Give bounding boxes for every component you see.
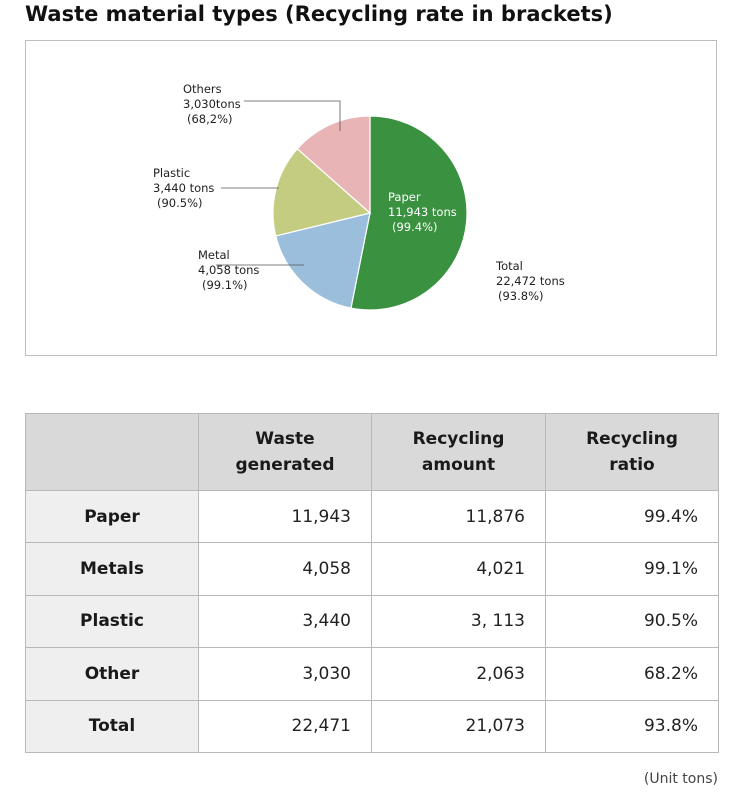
header-line: ratio [609,455,655,475]
pie-slice-metal [275,212,371,309]
leader-lines [216,100,341,266]
recycling-ratio-cell: 90.5% [545,594,719,649]
header-waste-generated: Waste generated [198,413,372,491]
row-label: Paper [25,489,199,544]
row-label: Metals [25,542,199,596]
total-label-line: Total [495,259,523,273]
slice-label-line: Others [183,82,222,96]
recycling-amount-cell: 4,021 [371,542,546,596]
header-line: Recycling [586,429,678,449]
recycling-amount-cell: 3, 113 [371,594,546,649]
slice-label-metal: Metal 4,058 tons (99.1%) [198,248,259,292]
slice-label-line: (68,2%) [187,112,233,126]
pie-slices [272,115,468,311]
slice-label-line: (99.1%) [202,278,248,292]
table-row: Total 22,471 21,073 93.8% [25,699,719,754]
recycling-ratio-cell: 99.4% [545,489,719,544]
slice-label-line: Plastic [153,166,190,180]
slice-label-paper: Paper 11,943 tons (99.4%) [388,190,457,234]
unit-note: (Unit tons) [643,771,718,787]
waste-generated-cell: 22,471 [198,699,372,754]
recycling-amount-cell: 21,073 [371,699,546,754]
pie-slice-plastic [272,147,372,237]
slice-label-line: Metal [198,248,230,262]
slice-label-others: Others 3,030tons (68,2%) [183,82,241,126]
total-label-line: (93.8%) [498,289,544,303]
slice-label-line: 4,058 tons [198,263,259,277]
slice-label-plastic: Plastic 3,440 tons (90.5%) [153,166,214,210]
header-recycling-ratio: Recycling ratio [545,413,719,491]
waste-generated-cell: 11,943 [198,489,372,544]
recycling-amount-cell: 2,063 [371,647,546,701]
waste-generated-cell: 4,058 [198,542,372,596]
waste-generated-cell: 3,440 [198,594,372,649]
header-corner [25,413,199,491]
pie-slice-paper [350,115,468,311]
total-label: Total 22,472 tons (93.8%) [495,259,565,303]
slice-label-line: Paper [388,190,421,204]
slice-label-line: 3,440 tons [153,181,214,195]
table-row: Plastic 3,440 3, 113 90.5% [25,594,719,649]
row-label: Plastic [25,594,199,649]
slice-label-line: 11,943 tons [388,205,457,219]
header-line: amount [421,455,496,475]
pie-chart-panel: Paper 11,943 tons (99.4%) Metal 4,058 tons (9… [25,40,717,356]
header-line: Recycling [412,429,505,449]
pie-slice-others [296,115,371,215]
recycling-ratio-cell: 99.1% [545,542,719,596]
slice-label-line: (99.4%) [392,220,438,234]
total-label-line: 22,472 tons [496,274,565,288]
table-row: Other 3,030 2,063 68.2% [25,647,719,701]
table-row: Paper 11,943 11,876 99.4% [25,489,719,544]
recycling-ratio-cell: 93.8% [545,699,719,754]
pie-chart: Paper 11,943 tons (99.4%)Metal 4,058 tons (9… [153,82,565,311]
header-recycling-amount: Recycling amount [371,413,546,491]
recycling-amount-cell: 11,876 [371,489,546,544]
waste-generated-cell: 3,030 [198,647,372,701]
header-line: Waste [255,429,315,449]
recycling-ratio-cell: 68.2% [545,647,719,701]
slice-label-line: (90.5%) [157,196,203,210]
row-label: Other [25,647,199,701]
table-header-row: Waste generated Recycling amount Recycling… [25,413,719,491]
table-row: Metals 4,058 4,021 99.1% [25,542,719,596]
slice-labels: Paper 11,943 tons (99.4%)Metal 4,058 tons (9… [153,82,565,303]
row-label: Total [25,699,199,754]
recycling-table: Waste generated Recycling amount Recycling… [25,413,719,754]
header-line: generated [235,455,335,475]
page-title: Waste material types (Recycling rate in … [25,2,613,26]
leader-line-others [244,100,341,131]
slice-label-line: 3,030tons [183,97,241,111]
